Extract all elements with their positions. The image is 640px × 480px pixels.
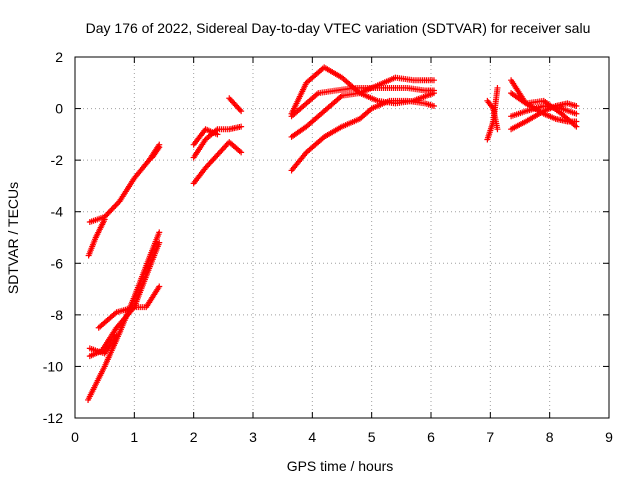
series-arc-a-lower (85, 216, 108, 259)
series-arc-c-4 (226, 95, 245, 115)
series-arc-d-3 (288, 84, 437, 120)
x-tick-label: 3 (249, 429, 257, 445)
data-point (156, 283, 163, 290)
x-tick-label: 5 (368, 429, 376, 445)
y-tick-label: -6 (51, 255, 64, 271)
series-arc-b-1 (85, 229, 163, 403)
series-arc-c-3 (190, 126, 221, 148)
y-tick-label: -12 (43, 410, 63, 426)
y-tick-label: -2 (51, 152, 64, 168)
series-arc-f-4 (508, 102, 580, 120)
series-arc-c-1 (190, 139, 245, 187)
data-point (430, 102, 437, 109)
x-tick-label: 8 (546, 429, 554, 445)
x-axis-label: GPS time / hours (287, 458, 394, 474)
data-point (214, 131, 221, 138)
series-arc-d-4 (288, 64, 437, 117)
y-tick-label: -4 (51, 204, 64, 220)
data-point (573, 102, 580, 109)
data-point (573, 123, 580, 130)
series-arc-a-short (149, 144, 163, 161)
data-point (238, 108, 245, 115)
y-tick-label: -10 (43, 358, 63, 374)
data-point (494, 84, 501, 91)
series-arc-e-2 (484, 97, 501, 133)
chart-title: Day 176 of 2022, Sidereal Day-to-day VTE… (86, 20, 591, 36)
y-tick-label: -8 (51, 307, 64, 323)
x-tick-label: 6 (427, 429, 435, 445)
data-point (238, 149, 245, 156)
axes: 0 1 2 3 4 5 6 7 8 9 -12 -10 -8 -6 -4 -2 0 2 (43, 49, 613, 445)
data-point (494, 126, 501, 133)
data-point (113, 332, 120, 339)
x-tick-label: 2 (190, 429, 198, 445)
data-point (156, 144, 163, 151)
data-point (156, 239, 163, 246)
data-point (430, 87, 437, 94)
data-point (101, 216, 108, 223)
data-points (85, 64, 580, 403)
x-tick-label: 1 (130, 429, 138, 445)
series-arc-b-3 (95, 283, 163, 331)
data-point (156, 229, 163, 236)
y-tick-label: 0 (55, 101, 63, 117)
y-tick-label: 2 (55, 49, 63, 65)
series-arc-b-4 (86, 332, 120, 357)
x-tick-label: 4 (308, 429, 316, 445)
x-tick-label: 0 (71, 429, 79, 445)
data-point (430, 77, 437, 84)
series-arc-a-upper (86, 141, 163, 226)
data-point (238, 123, 245, 130)
series-arc-f-2 (508, 100, 580, 133)
x-tick-label: 7 (486, 429, 494, 445)
series-arc-f-3 (508, 90, 580, 130)
data-point (573, 110, 580, 117)
x-tick-label: 9 (605, 429, 613, 445)
plot-frame (74, 56, 610, 419)
y-axis-label: SDTVAR / TECUs (5, 182, 21, 294)
series-arc-d-2 (288, 90, 437, 140)
